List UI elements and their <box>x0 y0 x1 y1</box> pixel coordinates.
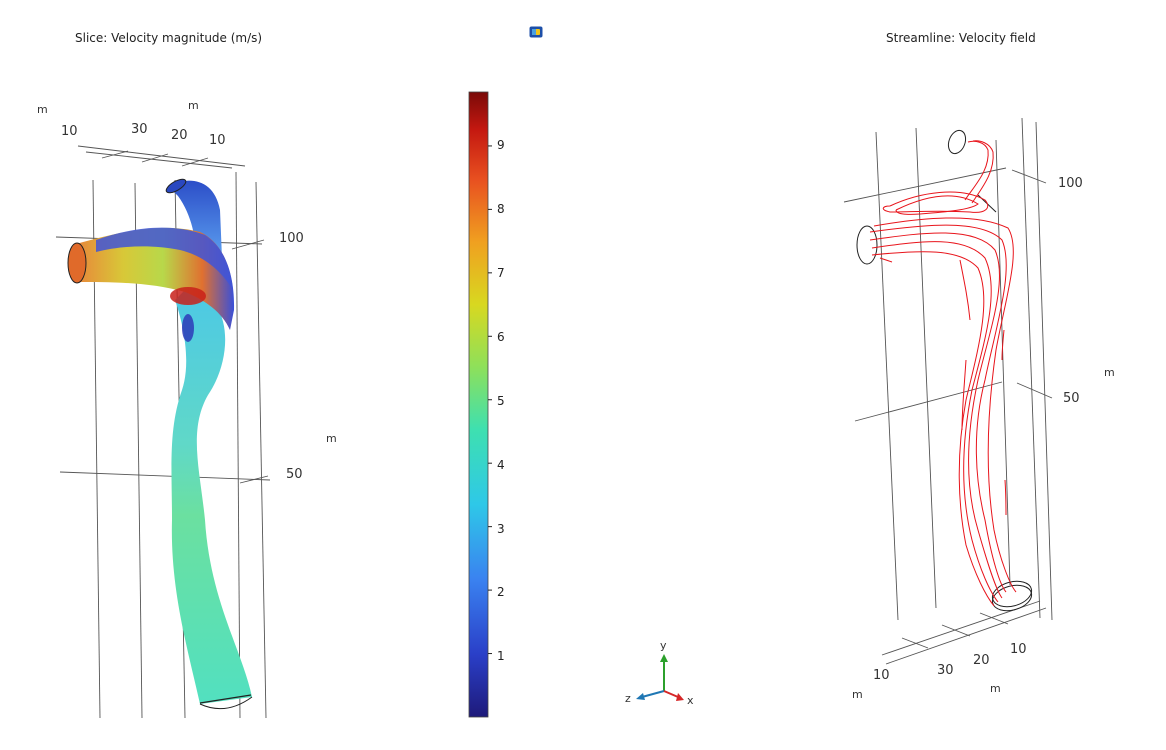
grid-line <box>255 181 267 719</box>
grid-line <box>1011 169 1047 184</box>
streamline-fragment <box>879 257 893 263</box>
streamline-fragment <box>959 259 971 321</box>
grid-line <box>231 239 265 250</box>
streamline <box>869 224 1007 593</box>
right-grid <box>843 117 1053 665</box>
right-x-tick-10: 10 <box>873 668 890 683</box>
right-x-tick-30: 30 <box>937 663 954 678</box>
right-plot-title: Streamline: Velocity field <box>886 31 1036 45</box>
branch-outline <box>947 129 967 155</box>
right-axis-unit-x: m <box>852 688 863 701</box>
high-velocity-spot <box>170 287 206 305</box>
right-z-tick-10: 10 <box>1010 642 1027 657</box>
grid-line <box>854 381 1003 422</box>
streamline <box>873 217 1017 593</box>
streamline <box>869 232 1003 599</box>
bottom-outlet-edge <box>199 694 252 704</box>
colorbar-label-9: 9 <box>497 138 505 152</box>
grid-line <box>843 167 1007 203</box>
grid-line <box>1016 382 1053 399</box>
streamline <box>882 191 989 213</box>
left-y-tick-50: 50 <box>286 467 303 482</box>
inlet-cap <box>67 242 87 284</box>
triad-y-arrow <box>660 654 668 662</box>
grid-line <box>235 171 241 719</box>
left-z-tick-10: 10 <box>209 133 226 148</box>
colorbar-ticks <box>488 145 492 655</box>
left-axis-unit-x: m <box>37 103 48 116</box>
triad-x-arrow <box>676 693 684 701</box>
colorbar-label-5: 5 <box>497 394 505 408</box>
colorbar <box>468 91 489 718</box>
triad-x-label: x <box>687 694 694 707</box>
grid-line <box>59 471 271 481</box>
grid-line <box>181 157 209 167</box>
grid-line <box>1021 117 1041 619</box>
triad-y-label: y <box>660 639 667 652</box>
branch-outlet <box>165 178 187 194</box>
streamline <box>871 241 999 603</box>
grid-line <box>875 131 899 621</box>
triad-z-arrow <box>636 693 645 700</box>
low-velocity-spot <box>182 314 194 342</box>
right-y-tick-50: 50 <box>1063 391 1080 406</box>
triad-z-axis <box>641 690 665 698</box>
comsol-app-icon <box>529 26 543 38</box>
left-y-tick-100: 100 <box>279 231 304 246</box>
colorbar-label-2: 2 <box>497 585 505 599</box>
left-z-tick-20: 20 <box>171 128 188 143</box>
colorbar-label-1: 1 <box>497 649 505 663</box>
inlet-outline <box>856 225 878 265</box>
right-axis-unit-y: m <box>1104 366 1115 379</box>
grid-line <box>901 637 929 649</box>
grid-line <box>941 624 971 637</box>
streamline <box>971 140 994 204</box>
left-plot-title: Slice: Velocity magnitude (m/s) <box>75 31 263 45</box>
grid-line <box>85 151 233 169</box>
left-axis-unit-y: m <box>326 432 337 445</box>
streamline-fragment <box>1001 329 1005 361</box>
colorbar-label-8: 8 <box>497 202 505 216</box>
triad-z-label: z <box>625 692 631 705</box>
right-z-tick-20: 20 <box>973 653 990 668</box>
colorbar-label-6: 6 <box>497 330 505 344</box>
bottom-outlet-rim <box>199 696 253 710</box>
streamlines <box>869 140 1017 607</box>
grid-line <box>239 475 269 484</box>
grid-line <box>995 139 1011 586</box>
arch-low-velocity-band <box>96 227 233 290</box>
triad-x-axis <box>663 690 679 698</box>
colorbar-label-3: 3 <box>497 522 505 536</box>
grid-line <box>979 612 1009 625</box>
streamline <box>895 195 979 215</box>
colorbar-label-4: 4 <box>497 458 505 472</box>
streamline <box>964 140 989 201</box>
right-y-tick-100: 100 <box>1058 176 1083 191</box>
left-axis-unit-z: m <box>188 99 199 112</box>
outlet-outline-2 <box>991 584 1033 612</box>
left-x-tick-10: 10 <box>61 124 78 139</box>
axis-triad <box>636 654 684 701</box>
streamline-fragment <box>1004 479 1007 516</box>
left-x-tick-30: 30 <box>131 122 148 137</box>
right-axis-unit-z: m <box>990 682 1001 695</box>
streamline-fragment <box>961 359 967 431</box>
grid-line <box>1035 121 1053 621</box>
grid-line <box>141 153 169 163</box>
grid-line <box>885 607 1047 665</box>
grid-line <box>915 127 937 609</box>
grid-line <box>101 150 129 159</box>
colorbar-label-7: 7 <box>497 266 505 280</box>
streamline <box>871 251 995 607</box>
descending-pipe <box>171 285 252 704</box>
